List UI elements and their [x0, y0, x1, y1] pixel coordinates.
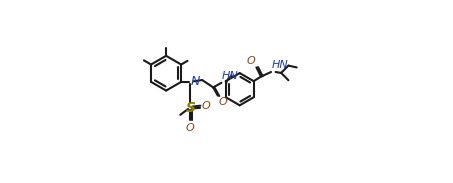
Text: HN: HN	[271, 60, 288, 70]
Text: O: O	[247, 56, 255, 66]
Text: O: O	[186, 123, 195, 133]
Text: HN: HN	[222, 71, 239, 81]
Text: O: O	[202, 101, 211, 111]
Text: S: S	[185, 100, 195, 115]
Text: O: O	[219, 97, 227, 107]
Text: N: N	[190, 75, 200, 88]
